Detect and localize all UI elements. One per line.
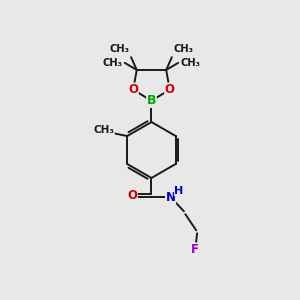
Text: CH₃: CH₃ bbox=[181, 58, 201, 68]
Text: CH₃: CH₃ bbox=[102, 58, 122, 68]
Text: B: B bbox=[147, 94, 156, 107]
Text: F: F bbox=[191, 243, 199, 256]
Text: CH₃: CH₃ bbox=[93, 125, 114, 135]
Text: O: O bbox=[127, 189, 137, 202]
Text: N: N bbox=[166, 190, 176, 204]
Text: O: O bbox=[128, 83, 138, 96]
Text: CH₃: CH₃ bbox=[173, 44, 193, 54]
Text: CH₃: CH₃ bbox=[110, 44, 130, 54]
Text: H: H bbox=[174, 186, 184, 196]
Text: O: O bbox=[165, 83, 175, 96]
